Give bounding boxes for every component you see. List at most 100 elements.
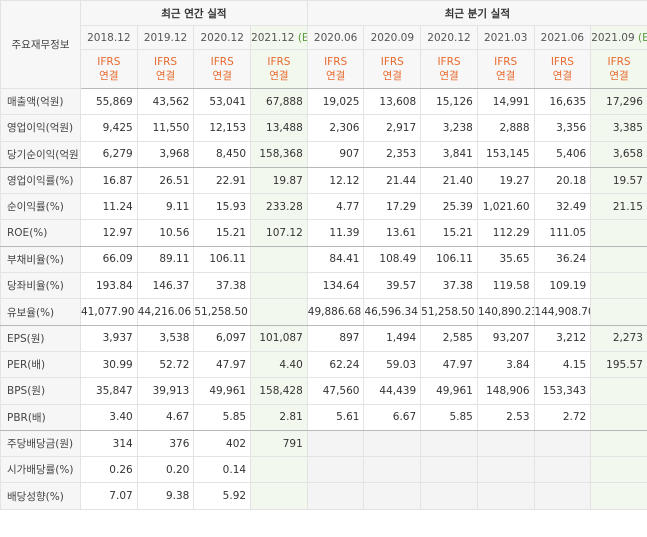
data-row: 부채비율(%) 66.09 89.11 106.11 84.41 108.49 106.11…	[0, 245, 647, 274]
row-label: 매출액(억원)	[0, 87, 81, 116]
value-cell: 10.56	[136, 219, 195, 247]
value-cell: 195.57	[590, 350, 647, 379]
value-cell: 12.97	[80, 219, 138, 247]
value-cell: 12.12	[306, 166, 365, 195]
value-cell: 16,635	[533, 87, 592, 116]
value-cell: 897	[306, 324, 365, 352]
data-row: PER(배) 30.99 52.72 47.97 4.40 62.24 59.03 47.97…	[0, 350, 647, 379]
value-cell: 35.65	[476, 245, 535, 274]
corner-cell: 주요재무정보	[0, 0, 81, 89]
value-cell: 39,913	[136, 377, 195, 405]
value-cell	[250, 272, 308, 300]
value-cell	[590, 219, 647, 247]
value-cell: 53,041	[193, 87, 252, 116]
value-cell: 51,258.50	[193, 298, 252, 326]
value-cell: 314	[80, 429, 138, 458]
value-cell: 6,279	[80, 140, 138, 168]
period: 2019.12	[136, 25, 195, 50]
value-cell: 21.40	[420, 166, 478, 195]
data-row: 순이익률(%) 11.24 9.11 15.93 233.28 4.77 17.29 25.3…	[0, 193, 647, 221]
value-cell: 112.29	[476, 219, 535, 247]
value-cell	[590, 482, 647, 510]
value-cell: 13.61	[363, 219, 422, 247]
basis-line: IFRS	[324, 56, 348, 68]
value-cell: 106.11	[420, 245, 478, 274]
value-cell: 2,888	[476, 114, 535, 142]
value-cell: 13,488	[250, 114, 308, 142]
value-cell: 907	[306, 140, 365, 168]
basis-line: 연결	[269, 70, 289, 82]
value-cell: 19.27	[476, 166, 535, 195]
value-cell: 108.49	[363, 245, 422, 274]
value-cell: 5.85	[420, 403, 478, 431]
value-cell: 193.84	[80, 272, 138, 300]
period: 2020.06	[306, 25, 365, 50]
value-cell: 3,385	[590, 114, 647, 142]
value-cell: 4.15	[533, 350, 592, 379]
period: 2021.03	[476, 25, 535, 50]
value-cell	[250, 456, 308, 484]
value-cell: 3,841	[420, 140, 478, 168]
header-row: IFRS 연결 IFRS 연결 IFRS 연결 IFRS 연결 IFRS 연결 IFRS 연결 IFRS…	[1, 49, 647, 89]
value-cell: 20.18	[533, 166, 592, 195]
value-cell	[533, 482, 592, 510]
estimate-mark: (E)	[297, 31, 306, 44]
value-cell	[250, 245, 308, 274]
value-cell: 146.37	[136, 272, 195, 300]
value-cell: 51,258.50	[420, 298, 478, 326]
value-cell	[420, 456, 478, 484]
value-cell: 21.15	[590, 193, 647, 221]
value-cell	[590, 272, 647, 300]
data-row: 유보율(%) 41,077.90 44,216.06 51,258.50 49,886.…	[0, 298, 647, 326]
value-cell	[363, 456, 422, 484]
value-cell: 15.93	[193, 193, 252, 221]
basis: IFRS 연결	[250, 49, 308, 89]
row-label: 부채비율(%)	[0, 245, 81, 274]
value-cell: 49,886.68	[306, 298, 365, 326]
row-label: 유보율(%)	[0, 298, 81, 326]
value-cell: 37.38	[193, 272, 252, 300]
value-cell: 5.92	[193, 482, 252, 510]
value-cell: 36.24	[533, 245, 592, 274]
value-cell: 119.58	[476, 272, 535, 300]
value-cell: 5.61	[306, 403, 365, 431]
value-cell: 2.72	[533, 403, 592, 431]
basis-line: IFRS	[607, 56, 631, 68]
value-cell: 158,368	[250, 140, 308, 168]
value-cell: 1,021.60	[476, 193, 535, 221]
value-cell: 47,560	[306, 377, 365, 405]
data-row: 주당배당금(원) 314 376 402 791	[0, 429, 647, 458]
row-label: BPS(원)	[0, 377, 81, 405]
row-label: PBR(배)	[0, 403, 81, 431]
estimate-mark: (E)	[637, 31, 646, 44]
value-cell: 3,937	[80, 324, 138, 352]
basis-line: 연결	[325, 70, 346, 82]
basis-line: IFRS	[494, 56, 518, 68]
row-label: 주당배당금(원)	[0, 429, 81, 458]
value-cell: 148,906	[476, 377, 535, 405]
basis-line: IFRS	[437, 56, 461, 68]
basis: IFRS 연결	[80, 49, 138, 89]
value-cell	[250, 298, 308, 326]
value-cell: 25.39	[420, 193, 478, 221]
value-cell: 153,145	[476, 140, 535, 168]
row-label: 당기순이익(억원)	[0, 140, 81, 168]
value-cell: 7.07	[80, 482, 138, 510]
value-cell: 107.12	[250, 219, 308, 247]
value-cell: 402	[193, 429, 252, 458]
row-label: 배당성향(%)	[0, 482, 81, 510]
value-cell: 2.81	[250, 403, 308, 431]
value-cell: 1,494	[363, 324, 422, 352]
value-cell: 109.19	[533, 272, 592, 300]
value-cell: 14,991	[476, 87, 535, 116]
basis-line: IFRS	[210, 56, 234, 68]
value-cell: 3.40	[80, 403, 138, 431]
value-cell: 52.72	[136, 350, 195, 379]
value-cell: 89.11	[136, 245, 195, 274]
value-cell: 3,238	[420, 114, 478, 142]
row-label: 영업이익(억원)	[0, 114, 81, 142]
value-cell: 2,585	[420, 324, 478, 352]
value-cell: 62.24	[306, 350, 365, 379]
value-cell	[476, 456, 535, 484]
